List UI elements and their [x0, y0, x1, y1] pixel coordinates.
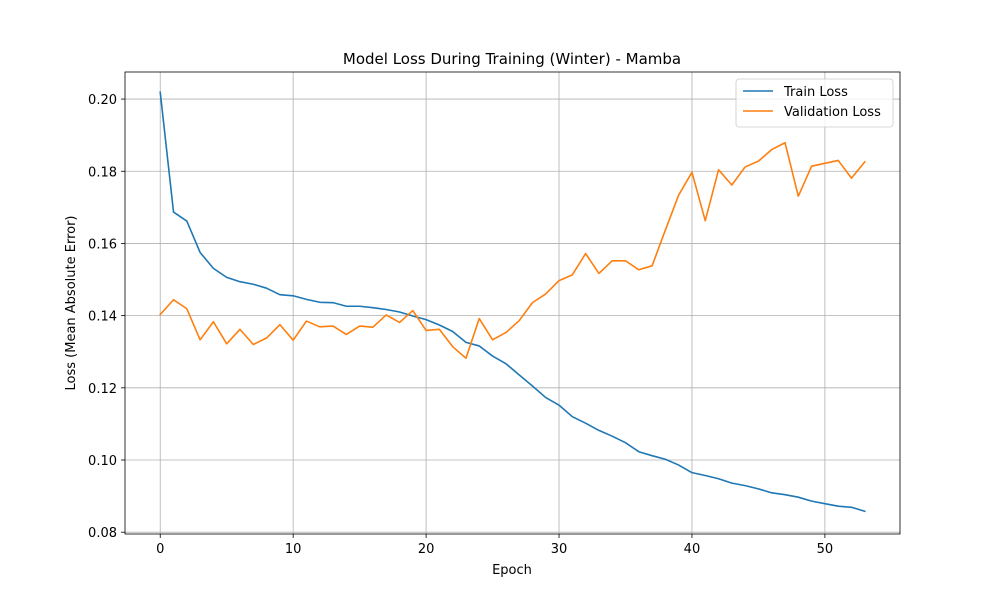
y-tick-label: 0.20: [88, 93, 117, 108]
y-tick-label: 0.08: [88, 526, 117, 541]
grid-layer: [125, 72, 900, 534]
x-tick-label: 10: [285, 542, 302, 557]
x-tick-label: 0: [156, 542, 164, 557]
legend-label-validation-loss: Validation Loss: [784, 105, 881, 120]
series-line-validation-loss: [159, 141, 866, 360]
x-tick-label: 30: [551, 542, 568, 557]
tick-layer: 0 10 20 30 40 50 0.08 0.10 0.12 0.14 0.16 0.18 0.20: [88, 93, 833, 557]
x-axis-label: Epoch: [492, 563, 532, 578]
chart-title: Model Loss During Training (Winter) - Ma…: [343, 50, 681, 68]
y-tick-label: 0.18: [88, 165, 117, 180]
y-tick-label: 0.16: [88, 237, 117, 252]
legend-box: [735, 78, 894, 128]
plot-frame: [124, 71, 901, 535]
legend-label-train-loss: Train Loss: [783, 85, 848, 100]
series-line-train-loss: [159, 91, 866, 513]
y-tick-label: 0.10: [88, 454, 117, 469]
y-axis-label: Loss (Mean Absolute Error): [64, 216, 79, 391]
x-tick-label: 50: [817, 542, 834, 557]
y-tick-label: 0.12: [88, 382, 117, 397]
series-layer: [159, 91, 866, 513]
y-tick-label: 0.14: [88, 310, 117, 325]
x-tick-label: 40: [684, 542, 701, 557]
x-tick-label: 20: [418, 542, 435, 557]
legend: Train Loss Validation Loss: [735, 78, 894, 128]
